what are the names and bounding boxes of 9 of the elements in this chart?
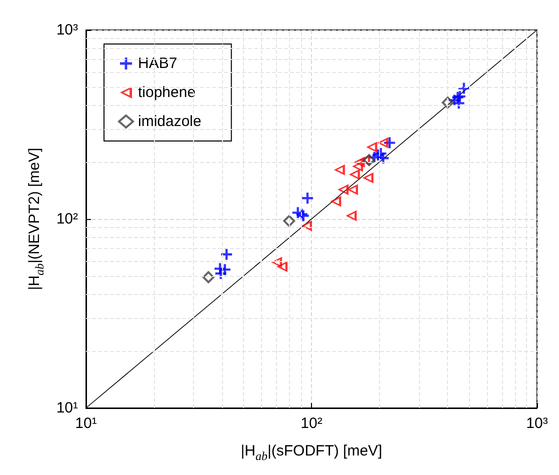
y-tick-label: 10³ bbox=[56, 22, 78, 38]
x-tick-label: 10³ bbox=[526, 415, 548, 432]
y-axis-title: |Hab|(NEVPT2) [meV] bbox=[26, 148, 46, 290]
y-tick-label: 10² bbox=[56, 210, 78, 228]
legend-label: tiophene bbox=[138, 84, 196, 101]
x-tick-label: 10¹ bbox=[75, 415, 97, 432]
legend-label: imidazole bbox=[138, 113, 202, 130]
y-tick-label: 10¹ bbox=[56, 400, 78, 416]
x-tick-label: 10² bbox=[300, 415, 322, 432]
